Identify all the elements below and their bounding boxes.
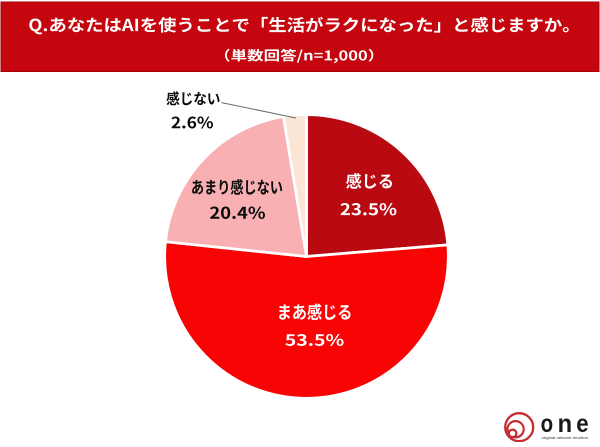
svg-text:original network emotion: original network emotion <box>542 436 589 440</box>
svg-text:n: n <box>558 411 573 439</box>
svg-text:e: e <box>576 411 588 438</box>
svg-text:o: o <box>541 409 554 437</box>
